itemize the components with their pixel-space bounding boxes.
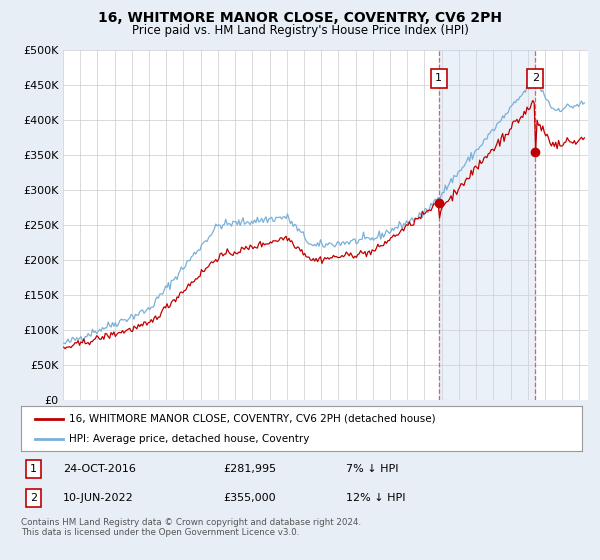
Text: £281,995: £281,995 (223, 464, 276, 474)
Text: Price paid vs. HM Land Registry's House Price Index (HPI): Price paid vs. HM Land Registry's House … (131, 24, 469, 37)
Text: 7% ↓ HPI: 7% ↓ HPI (346, 464, 399, 474)
Text: 1: 1 (30, 464, 37, 474)
Text: 16, WHITMORE MANOR CLOSE, COVENTRY, CV6 2PH: 16, WHITMORE MANOR CLOSE, COVENTRY, CV6 … (98, 11, 502, 25)
Bar (439, 50, 535, 400)
Text: 2: 2 (532, 73, 539, 83)
Text: 2: 2 (30, 493, 37, 503)
Text: 1: 1 (435, 73, 442, 83)
Text: Contains HM Land Registry data © Crown copyright and database right 2024.
This d: Contains HM Land Registry data © Crown c… (21, 518, 361, 538)
Text: 10-JUN-2022: 10-JUN-2022 (63, 493, 134, 503)
Text: HPI: Average price, detached house, Coventry: HPI: Average price, detached house, Cove… (68, 434, 309, 444)
Text: 24-OCT-2016: 24-OCT-2016 (63, 464, 136, 474)
Text: £355,000: £355,000 (223, 493, 275, 503)
Text: 16, WHITMORE MANOR CLOSE, COVENTRY, CV6 2PH (detached house): 16, WHITMORE MANOR CLOSE, COVENTRY, CV6 … (68, 413, 436, 423)
Text: 12% ↓ HPI: 12% ↓ HPI (346, 493, 406, 503)
